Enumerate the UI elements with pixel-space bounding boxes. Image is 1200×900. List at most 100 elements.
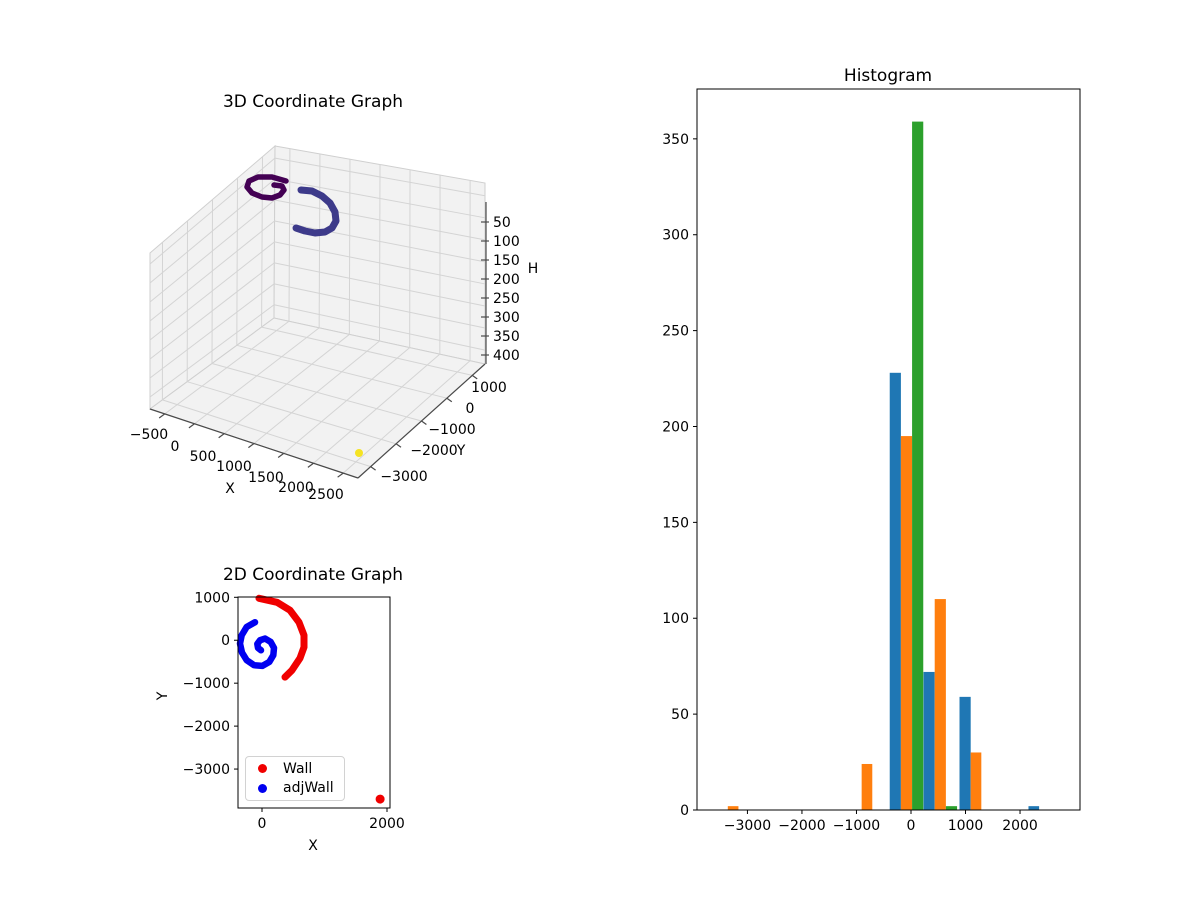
grid-line: [274, 199, 486, 241]
grid-line: [194, 327, 320, 425]
hist-bar-series-2: [861, 763, 873, 810]
hist-bar-series-1: [1028, 806, 1040, 810]
x-tick-label: 1500: [248, 470, 284, 486]
x-tick-label: 2000: [369, 816, 405, 832]
hist-bar-series-2: [970, 752, 982, 810]
y-tick-label: 250: [662, 324, 689, 340]
hist-bar-series-1: [923, 671, 935, 810]
hist-bar-series-3: [912, 121, 924, 811]
y-tick-label: −1000: [183, 676, 230, 692]
plot2d-legend: Wall adjWall: [245, 756, 345, 801]
x-tick-label: 1000: [948, 818, 984, 834]
grid-line: [283, 347, 410, 454]
y-tick-label: −1000: [428, 422, 475, 438]
y-tick-label: −2000: [410, 443, 457, 459]
z-tick-label: 100: [493, 234, 520, 250]
x-tick-label: −1000: [833, 818, 880, 834]
plot2d-xlabel: X: [308, 838, 318, 854]
scatter-adjWall: [236, 618, 278, 670]
y-tick: [421, 420, 427, 425]
z-tick-label: 400: [493, 348, 520, 364]
y-tick-label: 1000: [194, 590, 230, 606]
z-tick-label: 350: [493, 329, 520, 345]
grid-line: [274, 241, 486, 285]
grid-line: [313, 353, 441, 464]
grid-line: [149, 283, 275, 379]
legend-label: Wall: [283, 760, 313, 777]
grid-line: [149, 304, 275, 398]
y-tick: [395, 443, 402, 448]
grid-line: [348, 159, 351, 335]
scatter-wall-far-point: [355, 449, 363, 457]
x-tick-label: 2500: [308, 487, 344, 503]
plot2d-title: 2D Coordinate Graph: [222, 565, 404, 585]
y-tick-label: 350: [662, 132, 689, 148]
z-tick-label: 200: [493, 272, 520, 288]
histogram-title: Histogram: [843, 66, 933, 86]
hist-bar-series-1: [889, 372, 901, 810]
x-tick-label: −500: [130, 427, 168, 443]
y-tick: [471, 374, 478, 380]
plot3d-zlabel: H: [527, 261, 539, 277]
x-tick: [337, 472, 344, 478]
y-tick-label: −3000: [183, 762, 230, 778]
grid-line: [236, 178, 238, 346]
x-tick-label: 0: [171, 439, 180, 455]
grid-line: [149, 241, 275, 341]
plot3d-xlabel: X: [225, 481, 235, 497]
plot-area: [697, 89, 1080, 810]
y-tick-label: 0: [221, 633, 230, 649]
grid-line: [253, 340, 380, 444]
y-tick: [370, 466, 376, 471]
y-tick-label: −2000: [183, 719, 230, 735]
grid-line: [274, 220, 486, 263]
scatter-Wall-outlier: [375, 794, 385, 804]
y-tick-label: 50: [671, 707, 689, 723]
x-tick: [277, 452, 285, 458]
scatter-Wall: [255, 594, 308, 681]
grid-line: [164, 320, 290, 415]
x-tick: [248, 443, 255, 449]
plot3d-title: 3D Coordinate Graph: [222, 92, 404, 112]
plot3d-ylabel: Y: [456, 443, 466, 459]
grid-line: [274, 262, 486, 307]
x-tick-label: 2000: [278, 480, 314, 496]
y-tick-label: 300: [662, 228, 689, 244]
x-tick-label: −3000: [724, 818, 771, 834]
y-tick-label: 1000: [471, 380, 507, 396]
x-tick-label: 1000: [216, 459, 252, 475]
grid-line: [149, 262, 275, 360]
z-tick-label: 150: [493, 253, 520, 269]
x-tick-label: −2000: [778, 818, 825, 834]
grid-line: [379, 164, 381, 342]
z-tick-label: 250: [493, 291, 520, 307]
x-tick: [158, 413, 166, 419]
grid-line: [261, 156, 263, 328]
grid-line: [149, 220, 275, 322]
grid-line: [149, 199, 276, 303]
plot3d: −5000500100015002000250010000−1000−2000−…: [130, 144, 520, 503]
x-tick: [218, 433, 225, 439]
grid-line: [288, 148, 291, 322]
hist-bar-series-2: [727, 806, 739, 810]
grid-line: [342, 360, 471, 474]
hist-bar-series-3: [945, 806, 958, 810]
grid-lines: [149, 148, 486, 474]
x-tick-label: 500: [190, 449, 217, 465]
legend-item-wall: Wall: [246, 761, 344, 777]
grid-line: [223, 334, 350, 435]
histogram: −3000 −2000 −1000 0 1000 2000 0 50 100 150 200 250 3…: [662, 88, 1081, 834]
y-tick-label: 200: [662, 419, 689, 435]
grid-line: [318, 153, 321, 328]
axes-frame: [237, 596, 391, 809]
y-tick-label: −3000: [380, 469, 427, 485]
hist-bar-series-2: [934, 599, 946, 810]
y-tick-label: 100: [662, 611, 689, 627]
x-tick: [188, 423, 195, 429]
y-tick-label: 0: [680, 803, 689, 819]
grid-line: [274, 178, 486, 219]
z-tick-label: 50: [493, 215, 511, 231]
plot2d-ylabel: Y: [155, 691, 171, 701]
x-tick: [307, 462, 314, 468]
